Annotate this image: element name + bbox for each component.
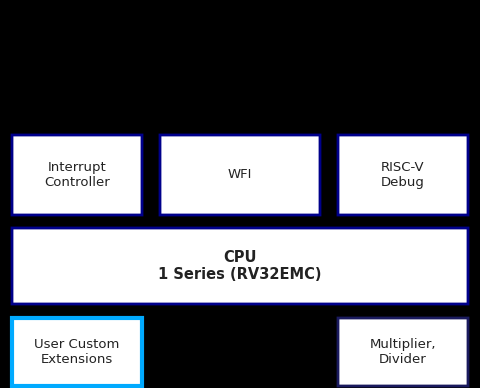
Text: CPU
1 Series (RV32EMC): CPU 1 Series (RV32EMC) <box>158 250 322 282</box>
Text: User Custom
Extensions: User Custom Extensions <box>34 338 120 366</box>
FancyBboxPatch shape <box>338 318 468 386</box>
Text: WFI: WFI <box>228 168 252 182</box>
FancyBboxPatch shape <box>12 228 468 304</box>
FancyBboxPatch shape <box>338 135 468 215</box>
Text: Multiplier,
Divider: Multiplier, Divider <box>370 338 436 366</box>
Text: RISC-V
Debug: RISC-V Debug <box>381 161 425 189</box>
Text: Interrupt
Controller: Interrupt Controller <box>44 161 110 189</box>
FancyBboxPatch shape <box>12 318 142 386</box>
FancyBboxPatch shape <box>12 135 142 215</box>
FancyBboxPatch shape <box>160 135 320 215</box>
